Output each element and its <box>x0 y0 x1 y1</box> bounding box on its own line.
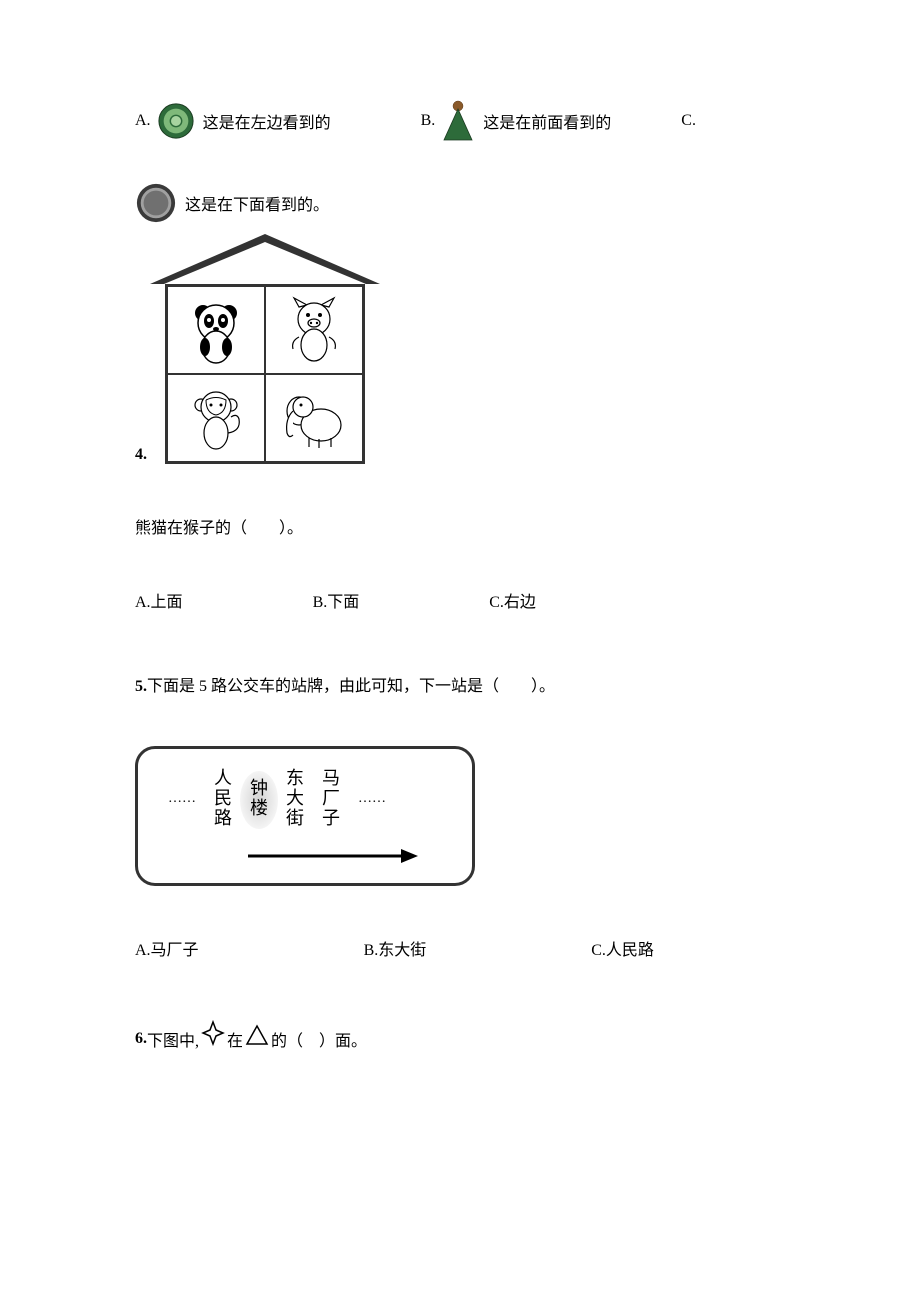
pig-icon <box>279 295 349 365</box>
stop-machangzi: 马 厂 子 <box>322 769 340 828</box>
stop-renminlu: 人 民 路 <box>214 769 232 828</box>
q3-opt-c-text: 这是在下面看到的。 <box>185 191 329 215</box>
q6-number: 6. <box>135 1030 147 1048</box>
dots-left: …… <box>168 791 196 807</box>
house-cell-elephant <box>265 374 363 462</box>
q5-options: A.马厂子 B.东大街 C.人民路 <box>135 936 785 960</box>
stop-zhonglou: 钟 楼 <box>250 779 268 819</box>
q3-options-line1: A. 这是在左边看到的 B. 这是在前面看到的 C. <box>135 100 785 142</box>
triangle-person-icon <box>441 100 475 142</box>
house-cell-pig <box>265 286 363 374</box>
q4-options: A.上面 B.下面 C.右边 <box>135 588 785 612</box>
house-cell-monkey <box>167 374 265 462</box>
bus-sign: …… 人 民 路 钟 楼 东 大 街 马 厂 子 …… <box>135 746 475 886</box>
q4-container: 4. <box>135 284 785 464</box>
circle-bottom-icon <box>135 182 177 224</box>
bus-stops: …… 人 民 路 钟 楼 东 大 街 马 厂 子 …… <box>168 769 442 828</box>
q6-text-before: 下图中, <box>147 1027 199 1051</box>
q6-text-after: 的（ ）面。 <box>271 1027 367 1051</box>
elephant-icon <box>279 383 349 453</box>
house-grid <box>165 284 365 464</box>
q5-question: 下面是 5 路公交车的站牌，由此可知，下一站是（ ）。 <box>147 678 555 695</box>
house-diagram <box>165 284 365 464</box>
panda-icon <box>181 295 251 365</box>
circle-bottom-svg <box>135 182 177 224</box>
q5-opt-c: C.人民路 <box>591 936 654 960</box>
q4-opt-b: B.下面 <box>313 588 360 612</box>
house-cell-panda <box>167 286 265 374</box>
q3-opt-b-letter: B. <box>421 112 436 130</box>
triangle-icon <box>245 1020 269 1057</box>
q3-opt-a-letter: A. <box>135 112 151 130</box>
q6-text-mid: 在 <box>227 1027 243 1051</box>
q3-opt-c-letter: C. <box>681 112 696 130</box>
circle-target-icon <box>157 102 195 140</box>
dots-right: …… <box>358 791 386 807</box>
star-icon <box>201 1020 225 1057</box>
q5-opt-a: A.马厂子 <box>135 936 199 960</box>
q5-opt-b: B.东大街 <box>364 936 427 960</box>
triangle-person-svg <box>441 100 475 142</box>
q5-number: 5. <box>135 678 147 695</box>
star-svg <box>201 1020 225 1052</box>
q5-text: 5.下面是 5 路公交车的站牌，由此可知，下一站是（ ）。 <box>135 672 785 696</box>
q4-opt-a: A.上面 <box>135 588 183 612</box>
house-roof-inner <box>164 242 366 284</box>
q6-text: 6. 下图中, 在 的（ ）面。 <box>135 1020 785 1057</box>
target-svg <box>157 102 195 140</box>
q3-opt-a-text: 这是在左边看到的 <box>203 109 331 133</box>
q3-opt-b-text: 这是在前面看到的 <box>483 109 611 133</box>
stop-dongdajie: 东 大 街 <box>286 769 304 828</box>
q3-options-line2: 这是在下面看到的。 <box>135 182 785 224</box>
monkey-icon <box>181 383 251 453</box>
q4-number: 4. <box>135 446 147 464</box>
q4-question-text: 熊猫在猴子的（ ）。 <box>135 514 785 538</box>
q4-opt-c: C.右边 <box>489 588 536 612</box>
triangle-svg <box>245 1020 269 1052</box>
arrow-right-icon <box>248 847 418 865</box>
